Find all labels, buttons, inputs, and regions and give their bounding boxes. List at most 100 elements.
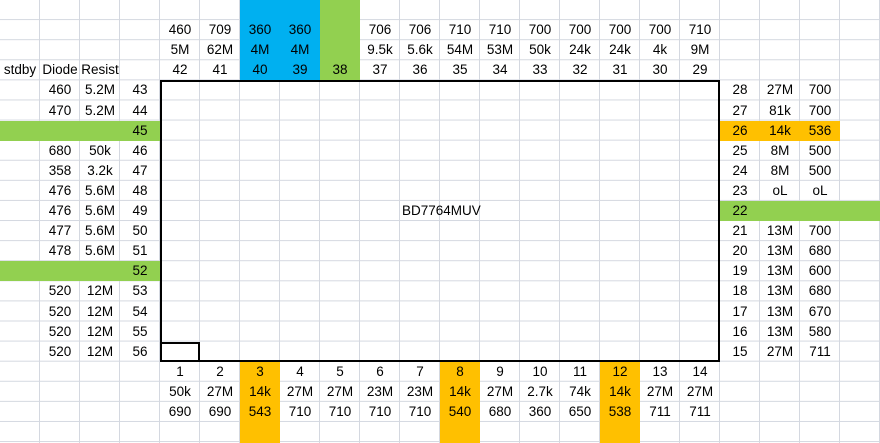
- resist-value[interactable]: 9.5k: [367, 42, 393, 58]
- diode-value[interactable]: 690: [168, 404, 192, 419]
- diode-value[interactable]: 360: [288, 22, 312, 38]
- diode-value[interactable]: [40, 261, 80, 281]
- diode-value[interactable]: 700: [568, 22, 592, 38]
- resist-value[interactable]: [320, 40, 360, 60]
- diode-value[interactable]: 538: [608, 404, 632, 419]
- header-stdby[interactable]: stdby: [3, 62, 37, 78]
- diode-value[interactable]: 710: [288, 404, 312, 419]
- resist-value[interactable]: 5.6M: [84, 203, 115, 218]
- resist-value[interactable]: 27M: [766, 82, 794, 98]
- diode-value[interactable]: 700: [528, 22, 552, 38]
- diode-value[interactable]: 700: [808, 102, 832, 118]
- pin-number[interactable]: 49: [132, 203, 148, 218]
- pin-number[interactable]: 20: [732, 243, 748, 259]
- pin-number[interactable]: 8: [456, 363, 464, 379]
- resist-value[interactable]: 4k: [652, 42, 668, 58]
- pin-number[interactable]: 56: [132, 343, 148, 359]
- resist-value[interactable]: [80, 261, 120, 281]
- diode-value[interactable]: 706: [368, 22, 392, 38]
- diode-value[interactable]: 710: [688, 22, 712, 38]
- resist-value[interactable]: 12M: [86, 343, 114, 359]
- pin-number[interactable]: 14: [692, 363, 708, 379]
- pin-number[interactable]: 55: [132, 323, 148, 339]
- diode-value[interactable]: 710: [368, 404, 392, 419]
- diode-value[interactable]: 500: [808, 142, 832, 158]
- pin-number[interactable]: 15: [732, 343, 748, 359]
- resist-value[interactable]: 14k: [769, 122, 791, 138]
- diode-value[interactable]: 536: [808, 122, 832, 138]
- pin-number[interactable]: 50: [132, 223, 148, 239]
- pin-number[interactable]: 52: [132, 263, 148, 279]
- resist-value[interactable]: 3.2k: [87, 162, 113, 178]
- pin-number[interactable]: 42: [172, 62, 188, 78]
- pin-number[interactable]: 34: [492, 62, 508, 78]
- resist-value[interactable]: 27M: [646, 383, 674, 399]
- header-diode[interactable]: Diode: [42, 62, 78, 78]
- pin-number[interactable]: 53: [132, 283, 148, 299]
- diode-value[interactable]: 700: [808, 223, 832, 239]
- pin-number[interactable]: 37: [372, 62, 388, 78]
- pin-number[interactable]: 9: [496, 363, 504, 379]
- pin-number[interactable]: 48: [132, 182, 148, 198]
- pin-number[interactable]: 1: [176, 363, 184, 379]
- resist-value[interactable]: 62M: [206, 42, 234, 58]
- diode-value[interactable]: 690: [208, 404, 232, 419]
- resist-value[interactable]: 5.2M: [84, 82, 115, 98]
- pin-number[interactable]: 36: [412, 62, 428, 78]
- resist-value[interactable]: 24k: [569, 42, 591, 58]
- diode-value[interactable]: 520: [48, 303, 72, 319]
- resist-value[interactable]: [80, 121, 120, 141]
- diode-value[interactable]: 360: [248, 22, 272, 38]
- pin-number[interactable]: 39: [292, 62, 308, 78]
- diode-value[interactable]: 358: [48, 162, 72, 178]
- pin-number[interactable]: 38: [332, 62, 348, 78]
- resist-value[interactable]: 27M: [686, 383, 714, 399]
- resist-value[interactable]: 53M: [486, 42, 514, 58]
- diode-value[interactable]: 477: [48, 223, 72, 239]
- pin-number[interactable]: 51: [132, 243, 148, 259]
- diode-value[interactable]: 706: [408, 22, 432, 38]
- resist-value[interactable]: 23M: [406, 383, 434, 399]
- resist-value[interactable]: 13M: [766, 303, 794, 319]
- diode-value[interactable]: 700: [808, 82, 832, 98]
- resist-value[interactable]: 81k: [769, 102, 791, 118]
- pin-number[interactable]: 47: [132, 162, 148, 178]
- diode-value[interactable]: 710: [408, 404, 432, 419]
- pin-number[interactable]: 10: [532, 363, 548, 379]
- resist-value[interactable]: 12M: [86, 303, 114, 319]
- resist-value[interactable]: 14k: [609, 383, 631, 399]
- resist-value[interactable]: 27M: [206, 383, 234, 399]
- resist-value[interactable]: 5.6M: [84, 243, 115, 259]
- pin-number[interactable]: 11: [572, 363, 587, 379]
- diode-value[interactable]: 710: [448, 22, 472, 38]
- header-resist[interactable]: Resist: [81, 62, 119, 78]
- pin-number[interactable]: 30: [652, 62, 668, 78]
- pin-number[interactable]: 12: [612, 363, 628, 379]
- pin-number[interactable]: 28: [732, 82, 748, 98]
- resist-value[interactable]: 12M: [86, 283, 114, 299]
- resist-value[interactable]: 14k: [449, 383, 471, 399]
- diode-value[interactable]: 709: [208, 22, 232, 38]
- diode-value[interactable]: 650: [568, 404, 592, 419]
- resist-value[interactable]: 27M: [326, 383, 354, 399]
- diode-value[interactable]: 580: [808, 323, 832, 339]
- resist-value[interactable]: 13M: [766, 223, 794, 239]
- diode-value[interactable]: 476: [48, 203, 72, 218]
- resist-value[interactable]: 13M: [766, 283, 794, 299]
- pin-number[interactable]: 26: [732, 122, 748, 138]
- pin-number[interactable]: 31: [612, 62, 628, 78]
- diode-value[interactable]: 476: [48, 182, 72, 198]
- resist-value[interactable]: 50k: [89, 142, 111, 158]
- resist-value[interactable]: 14k: [249, 383, 271, 399]
- resist-value[interactable]: 24k: [609, 42, 631, 58]
- pin-number[interactable]: 45: [132, 122, 148, 138]
- diode-value[interactable]: 460: [48, 82, 72, 98]
- resist-value[interactable]: 27M: [486, 383, 514, 399]
- pin-number[interactable]: 41: [212, 62, 228, 78]
- pin-number[interactable]: 33: [532, 62, 548, 78]
- pin-number[interactable]: 25: [732, 142, 748, 158]
- pin-number[interactable]: 2: [216, 363, 224, 379]
- resist-value[interactable]: 9M: [690, 42, 710, 58]
- pin-number[interactable]: 13: [652, 363, 668, 379]
- pin-number[interactable]: 18: [732, 283, 748, 299]
